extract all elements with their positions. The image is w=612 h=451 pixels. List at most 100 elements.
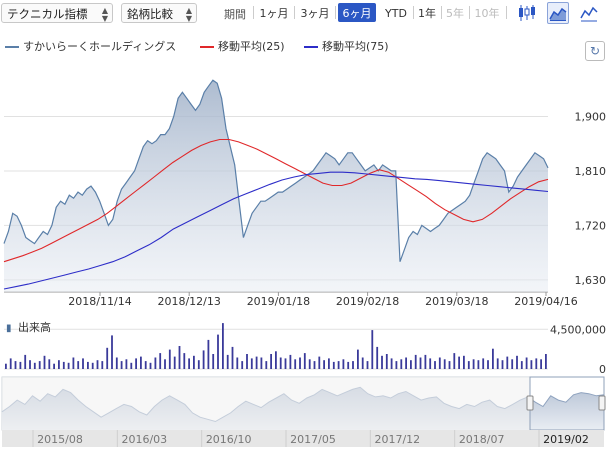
navigator-tick-label: 2017/12 (374, 433, 420, 446)
compare-select[interactable]: 銘柄比較 ▲ ▼ (121, 3, 197, 23)
area-chart-icon[interactable] (547, 2, 569, 24)
period-6-month-button[interactable]: 6ヶ月 (338, 3, 376, 22)
volume-bar (202, 350, 205, 369)
y-tick-label: 1,720 (575, 219, 607, 232)
legend-label: 移動平均(75) (322, 40, 389, 53)
volume-bar (429, 358, 432, 369)
candlestick-icon[interactable] (516, 2, 538, 24)
navigator-tick-label: 2019/02 (543, 433, 589, 446)
volume-bar (545, 354, 547, 369)
volume-bar (265, 361, 268, 369)
series-swatch (200, 46, 214, 48)
legend-item-stock[interactable]: すかいらーくホールディングス (5, 38, 176, 54)
volume-bar (410, 360, 412, 369)
volume-bar (385, 354, 388, 369)
compare-label: 銘柄比較 (127, 7, 173, 21)
volume-bar (120, 361, 123, 369)
period-3-month-button[interactable]: 3ヶ月 (300, 7, 330, 20)
volume-bar (381, 355, 383, 370)
volume-bar (154, 357, 157, 369)
y-tick-label: 4,500,000 (550, 323, 606, 336)
volume-bar (352, 361, 354, 369)
volume-bar (299, 357, 301, 369)
y-tick-label: 1,900 (575, 110, 607, 123)
line-chart-icon[interactable] (578, 2, 600, 24)
x-tick-label: 2018/12/13 (157, 295, 220, 308)
volume-bar (91, 362, 94, 369)
legend-label: すかいらーくホールディングス (23, 40, 177, 53)
volume-bar (212, 354, 215, 369)
period-1-year-button[interactable]: 1年 (418, 7, 436, 20)
volume-bar (424, 354, 427, 369)
volume-bar (149, 362, 152, 369)
period-5-year-button[interactable]: 5年 (446, 7, 464, 20)
navigator-tick-label: 2015/08 (37, 433, 83, 446)
y-tick-label: 1,810 (575, 165, 607, 178)
ma25-line (3, 138, 549, 263)
chevron-down-icon: ▼ (101, 14, 108, 23)
volume-bar (347, 361, 350, 369)
volume-bar (458, 356, 460, 369)
volume-bar (29, 360, 31, 369)
volume-bar (231, 346, 234, 369)
navigator-axis-band (2, 430, 604, 447)
period-1-month-button[interactable]: 1ヶ月 (259, 7, 289, 20)
volume-bar (14, 361, 17, 369)
volume-bar (19, 361, 22, 369)
volume-bar (400, 359, 403, 369)
volume-bars (5, 323, 547, 370)
volume-bar (477, 360, 480, 369)
volume-bar (115, 357, 118, 369)
volume-bar (77, 361, 80, 369)
volume-bar (318, 356, 321, 369)
volume-bar (492, 348, 494, 369)
volume-bar (337, 361, 340, 369)
volume-bar (289, 354, 292, 369)
volume-bar (241, 361, 244, 369)
volume-bar (82, 358, 84, 369)
volume-label: 出来高 (18, 320, 51, 334)
volume-bar (53, 363, 55, 369)
volume-bar (303, 353, 306, 369)
volume-bar (193, 355, 195, 370)
x-tick-label: 2019/04/16 (514, 295, 577, 308)
technical-indicator-select[interactable]: テクニカル指標 ▲ ▼ (1, 3, 113, 23)
volume-bar (188, 358, 190, 369)
volume-bar (159, 353, 162, 369)
volume-bar (328, 358, 330, 369)
ma25-series (3, 138, 549, 263)
refresh-button[interactable]: ↻ (585, 41, 605, 61)
navigator-handle-right[interactable] (598, 395, 606, 411)
navigator-mask (2, 377, 530, 430)
volume-bar (520, 361, 523, 369)
volume-bar (366, 361, 369, 369)
volume-bar (376, 346, 379, 369)
chevron-up-icon: ▲ (185, 6, 192, 15)
volume-bar (178, 346, 181, 369)
volume-bar (164, 359, 166, 369)
volume-swatch-icon: ▮ (6, 323, 12, 334)
volume-bar (87, 361, 89, 369)
volume-bar (96, 360, 99, 369)
volume-bar (197, 360, 200, 369)
price-x-axis: 2018/11/14 2018/12/13 2019/01/18 2019/02/18… (68, 292, 578, 308)
volume-bar (58, 360, 60, 369)
legend-item-ma25[interactable]: 移動平均(25) (200, 38, 285, 54)
volume-bar (279, 357, 282, 369)
volume-bar (173, 356, 176, 369)
volume-bar (275, 351, 277, 369)
volume-bar (472, 359, 475, 369)
volume-bar (260, 357, 263, 369)
volume-bar (38, 361, 41, 369)
period-ytd-button[interactable]: YTD (385, 7, 407, 20)
period-10-year-button[interactable]: 10年 (474, 7, 500, 20)
navigator-handle-left[interactable] (526, 395, 534, 411)
volume-bar (443, 359, 446, 369)
volume-bar (222, 323, 224, 369)
volume-bar (535, 358, 538, 369)
volume-bar (270, 354, 272, 369)
legend-item-ma75[interactable]: 移動平均(75) (304, 38, 389, 54)
ma75-line (3, 171, 549, 290)
volume-bar (294, 359, 297, 369)
